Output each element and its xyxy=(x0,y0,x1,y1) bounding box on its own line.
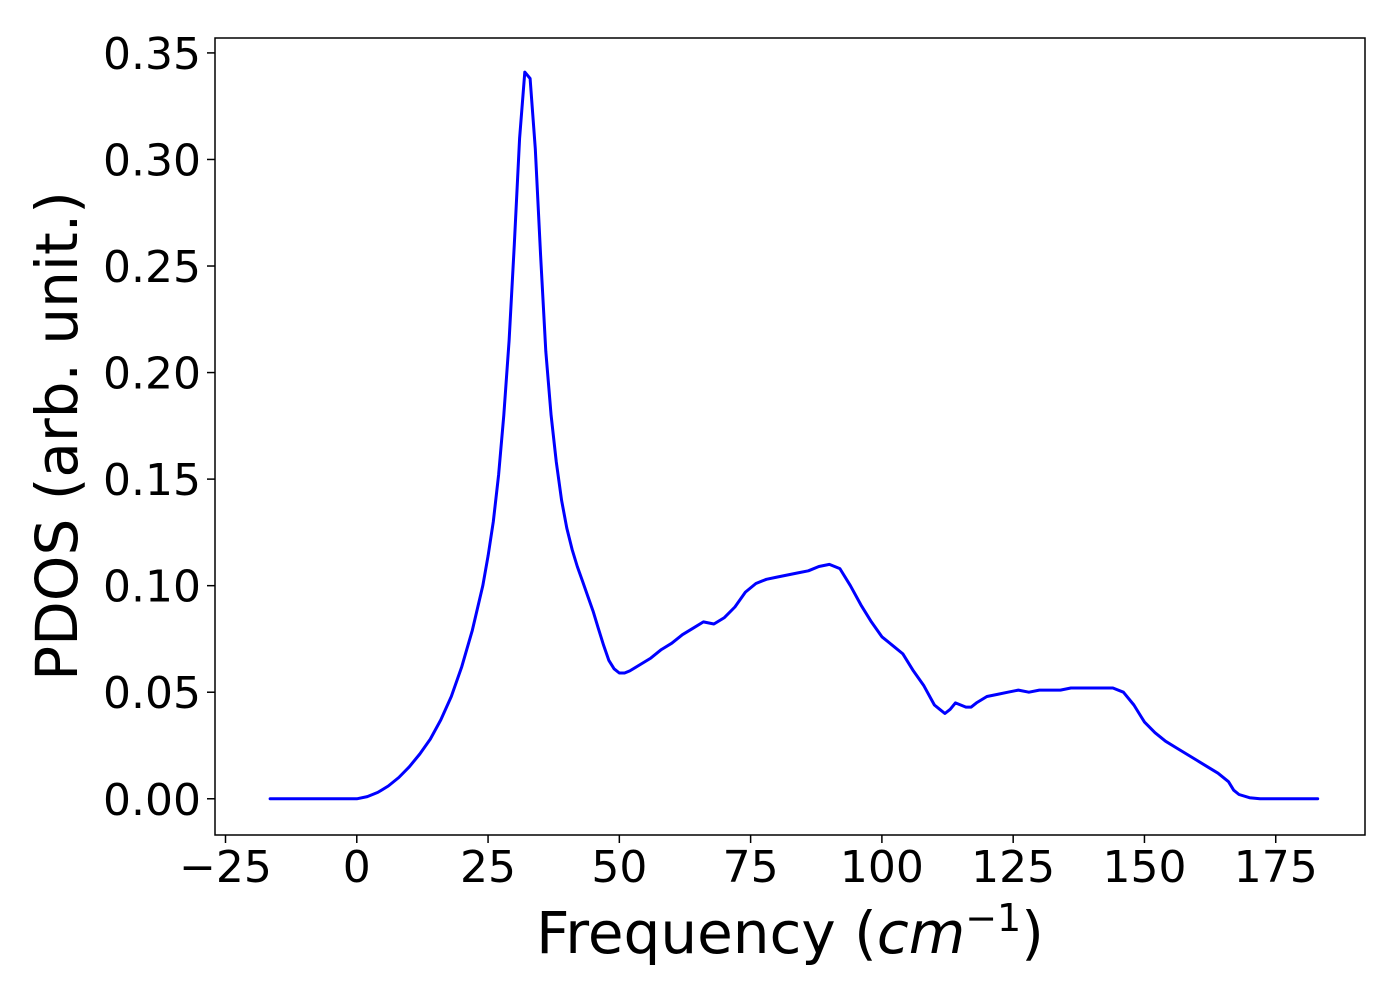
plot-frame xyxy=(214,37,1366,836)
x-tick-label: 25 xyxy=(460,842,516,893)
x-tick-label: 50 xyxy=(591,842,647,893)
y-tick-label: 0.25 xyxy=(103,242,201,293)
x-axis-label-text: Frequency xyxy=(536,899,836,967)
x-axis-ticks: −25 0 25 50 75 100 125 150 175 xyxy=(179,835,1318,893)
y-tick-label: 0.00 xyxy=(103,775,201,826)
y-axis-label: PDOS (arb. unit.) xyxy=(23,191,91,681)
x-axis-unit-exponent: −1 xyxy=(965,896,1021,940)
y-axis-ticks: 0.00 0.05 0.10 0.15 0.20 0.25 0.30 0.35 xyxy=(103,29,215,826)
x-tick-label: 125 xyxy=(971,842,1055,893)
x-tick-label: −25 xyxy=(179,842,272,893)
x-tick-label: 75 xyxy=(723,842,779,893)
y-tick-label: 0.20 xyxy=(103,349,201,400)
y-tick-label: 0.30 xyxy=(103,135,201,186)
x-axis-unit: cm xyxy=(877,899,965,967)
x-tick-label: 0 xyxy=(343,842,371,893)
x-tick-label: 150 xyxy=(1102,842,1186,893)
y-tick-label: 0.05 xyxy=(103,668,201,719)
x-tick-label: 175 xyxy=(1234,842,1318,893)
x-axis-label: Frequency (cm−1) xyxy=(536,896,1044,967)
y-tick-label: 0.15 xyxy=(103,455,201,506)
pdos-series-line xyxy=(268,70,1320,801)
x-tick-label: 100 xyxy=(840,842,924,893)
y-tick-label: 0.10 xyxy=(103,562,201,613)
y-tick-label: 0.35 xyxy=(103,29,201,80)
